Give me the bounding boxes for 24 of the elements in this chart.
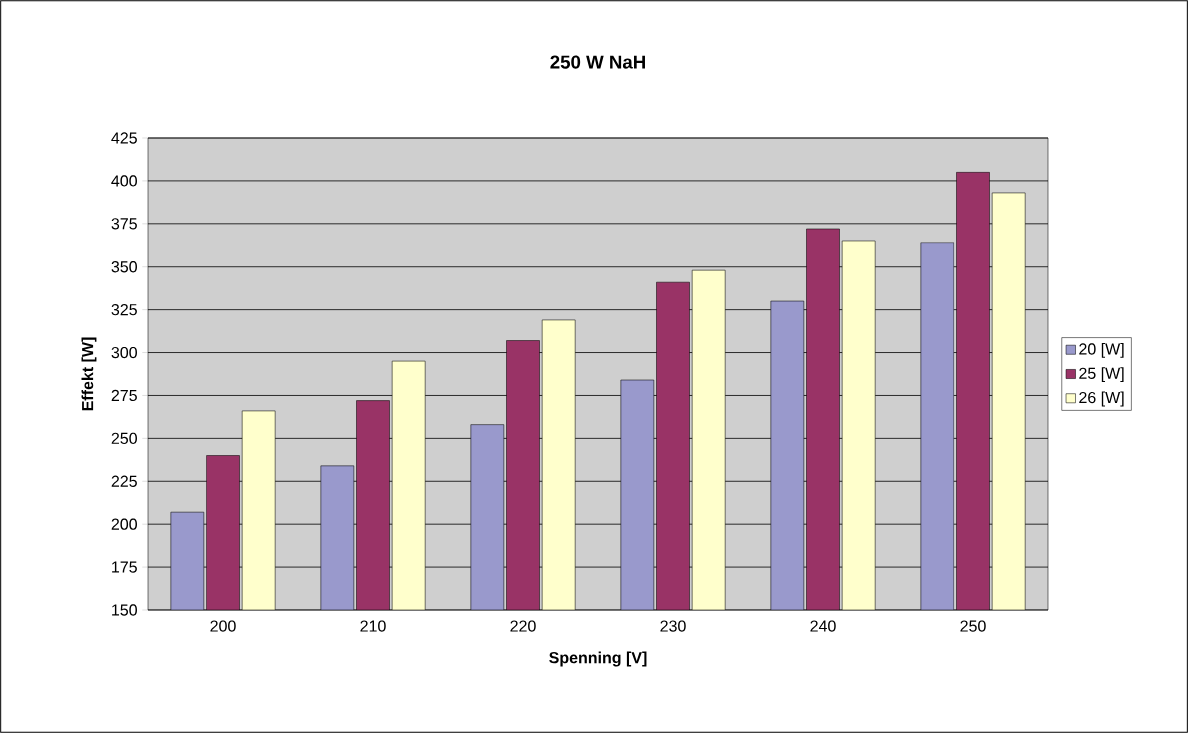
y-tick-label: 425	[111, 132, 137, 144]
x-tick-label: 240	[810, 620, 836, 632]
x-axis-title: Spenning [V]	[549, 651, 647, 667]
x-tick-label: 200	[210, 620, 236, 632]
legend-label: 25 [W]	[1079, 367, 1124, 383]
y-tick-label: 300	[111, 346, 137, 359]
y-axis-title: Effekt [W]	[81, 337, 97, 411]
y-tick-label: 200	[111, 518, 137, 530]
x-tick-label: 220	[510, 620, 536, 632]
y-tick-label: 350	[111, 261, 137, 273]
y-tick-label: 175	[112, 561, 137, 573]
y-tick-label: 400	[111, 175, 137, 187]
y-tick-label: 375	[111, 218, 137, 230]
x-tick-label: 250	[960, 620, 986, 632]
y-tick-label: 225	[111, 475, 137, 487]
x-tick-label: 230	[660, 620, 686, 632]
x-tick-label: 210	[360, 620, 386, 632]
legend-label: 26 [W]	[1079, 391, 1124, 407]
y-tick-label: 325	[111, 303, 137, 316]
chart-title: 250 W NaH	[550, 55, 645, 69]
y-tick-label: 275	[111, 389, 137, 402]
legend-label: 20 [W]	[1079, 342, 1124, 358]
y-tick-label: 150	[112, 604, 137, 616]
y-tick-label: 250	[111, 432, 137, 445]
